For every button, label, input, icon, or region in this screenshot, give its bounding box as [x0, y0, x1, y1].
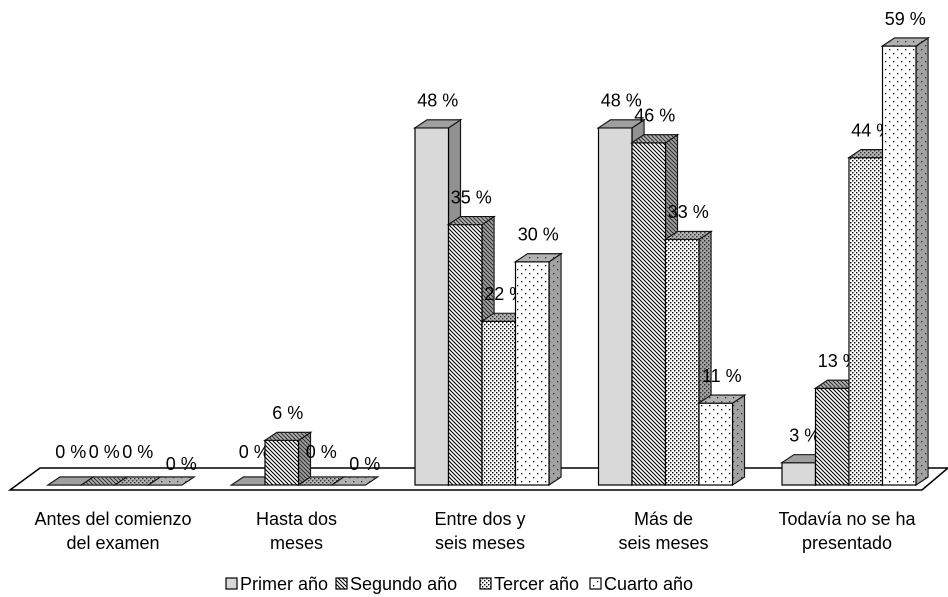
x-tick-label: del examen: [66, 533, 159, 553]
x-tick-label: Hasta dos: [256, 509, 337, 529]
x-tick-label: presentado: [802, 533, 892, 553]
data-label: 0 %: [306, 442, 337, 462]
data-label: 30 %: [518, 225, 559, 245]
data-label: 59 %: [885, 9, 926, 29]
legend-swatch: [225, 577, 238, 590]
bar-top-shade: [415, 119, 461, 128]
legend-label: Cuarto año: [604, 574, 693, 594]
bar-top-shade: [265, 432, 311, 441]
bar-front: [664, 238, 700, 486]
bar-front: [631, 142, 667, 486]
bar: [330, 476, 380, 486]
bar: [263, 431, 313, 487]
data-label: 48 %: [601, 91, 642, 111]
bar-top-shade: [632, 134, 678, 143]
bar-top-shade: [598, 119, 644, 128]
bar-front: [414, 127, 450, 486]
bar-front: [848, 157, 884, 486]
x-tick-label: Todavía no se ha: [778, 509, 916, 529]
data-label: 3 %: [789, 425, 820, 445]
legend-swatch: [479, 577, 492, 590]
legend-label: Segundo año: [350, 574, 457, 594]
bar-front: [698, 402, 734, 486]
data-label: 0 %: [349, 454, 380, 474]
data-label: 33 %: [668, 202, 709, 222]
x-tick-label: seis meses: [618, 533, 708, 553]
legend-label: Primer año: [240, 574, 328, 594]
data-label: 0 %: [122, 442, 153, 462]
legend-label: Tercer año: [494, 574, 579, 594]
x-tick-label: Entre dos y: [434, 509, 525, 529]
bar-top-shade: [148, 477, 194, 485]
data-label: 48 %: [417, 91, 458, 111]
bar-top-shade: [332, 477, 378, 485]
bar-front: [781, 462, 817, 486]
data-label: 35 %: [451, 187, 492, 207]
bar: [697, 394, 747, 487]
bar-top-shade: [115, 477, 161, 485]
bar: [513, 252, 563, 487]
bar-top-shade: [665, 231, 711, 240]
bar: [146, 476, 196, 486]
legend-swatch: [589, 577, 602, 590]
bar-top-shade: [448, 216, 494, 225]
data-label: 6 %: [272, 403, 303, 423]
bar-front: [514, 261, 550, 486]
bar-top-shade: [515, 253, 561, 262]
bar-top-shade: [48, 477, 94, 485]
bar-top-shade: [882, 38, 928, 46]
bar-front: [881, 45, 917, 486]
bar-top-shade: [699, 395, 745, 404]
data-label: 0 %: [239, 442, 270, 462]
data-label: 46 %: [634, 105, 675, 125]
bar-front: [447, 223, 483, 486]
bar-side-shade: [298, 432, 311, 485]
bar-front: [264, 439, 300, 486]
bar-front: [597, 127, 633, 486]
data-label: 11 %: [702, 366, 742, 386]
x-tick-label: Más de: [634, 509, 693, 529]
x-tick-label: seis meses: [435, 533, 525, 553]
bar: [113, 476, 163, 486]
data-label: 0 %: [89, 442, 120, 462]
bar: [880, 36, 930, 487]
bar-side-shade: [732, 395, 745, 485]
bar-side-shade: [916, 38, 928, 485]
x-tick-label: Antes del comienzo: [34, 509, 191, 529]
x-tick-label: meses: [270, 533, 323, 553]
bar-side-shade: [549, 253, 561, 485]
bar-top-shade: [298, 477, 344, 485]
data-label: 0 %: [55, 442, 86, 462]
bar-top-shade: [81, 477, 127, 485]
data-label: 0 %: [166, 454, 197, 474]
bar-front: [481, 320, 517, 486]
bar-front: [814, 387, 850, 486]
legend-swatch: [335, 577, 348, 590]
